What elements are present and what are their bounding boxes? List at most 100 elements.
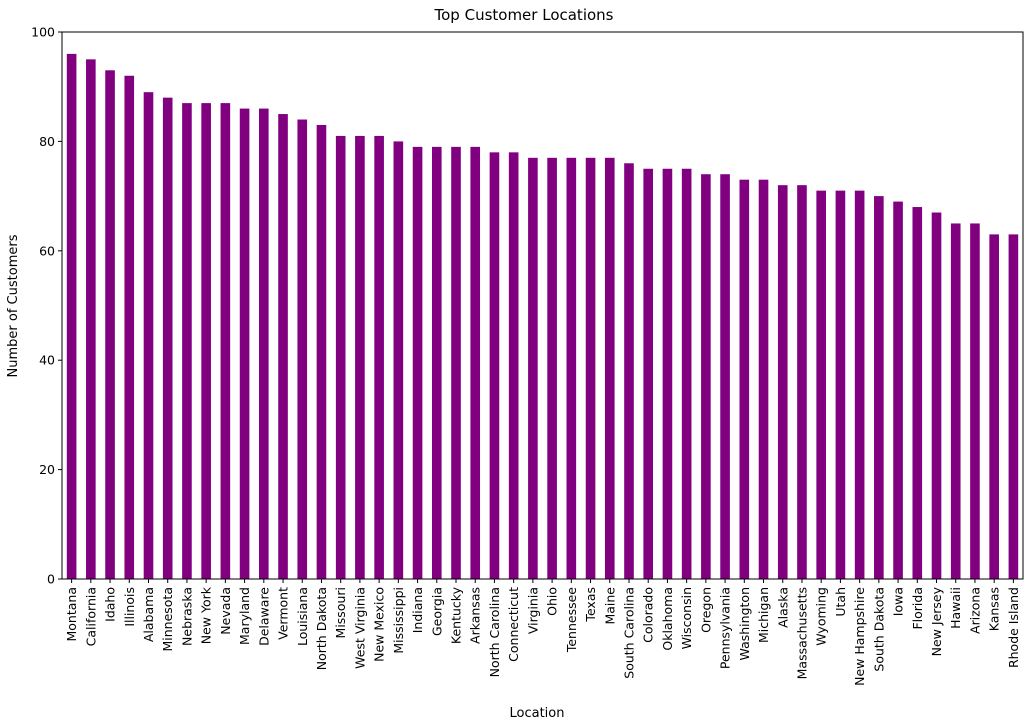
x-tick-label: Maryland: [237, 587, 252, 645]
bar-connecticut: [508, 152, 519, 579]
bar-vermont: [278, 114, 288, 580]
bar-nebraska: [182, 103, 192, 580]
x-tick-label: Ohio: [545, 587, 560, 616]
bar-mississippi: [393, 141, 404, 579]
bar-pennsylvania: [720, 174, 730, 579]
x-tick-label: Hawaii: [948, 587, 963, 629]
bar-idaho: [105, 70, 115, 579]
x-tick-label: North Dakota: [314, 587, 329, 670]
x-tick-label: Kentucky: [449, 586, 464, 644]
x-tick-label: South Dakota: [871, 587, 886, 672]
bar-tennessee: [566, 157, 577, 579]
x-tick-label: Indiana: [410, 587, 425, 633]
bar-iowa: [893, 201, 903, 579]
bar-maine: [604, 157, 615, 579]
x-tick-label: New Hampshire: [852, 587, 867, 686]
bar-florida: [912, 207, 923, 580]
y-tick-label: 100: [31, 25, 55, 40]
x-tick-label: Maine: [602, 587, 617, 625]
bar-hawaii: [950, 223, 961, 579]
bar-wyoming: [816, 190, 826, 579]
x-tick-label: New Jersey: [929, 586, 944, 656]
x-tick-label: Mississippi: [391, 587, 406, 654]
x-axis: Montana California Idaho Illinois Alabama Min…: [64, 579, 1021, 686]
y-axis-label: Number of Customers: [6, 234, 21, 377]
x-tick-label: Idaho: [103, 587, 118, 622]
bar-texas: [585, 157, 596, 579]
x-tick-label: Connecticut: [506, 587, 521, 662]
x-tick-label: Arkansas: [468, 587, 483, 644]
bar-kentucky: [451, 146, 461, 579]
x-tick-label: Georgia: [429, 587, 444, 636]
x-tick-label: New Mexico: [372, 587, 387, 662]
x-axis-label: Location: [510, 706, 565, 721]
bar-rhode-island: [1008, 234, 1019, 579]
x-tick-label: Louisiana: [295, 587, 310, 646]
plot-frame: [61, 31, 1024, 580]
x-tick-label: Alaska: [775, 587, 790, 628]
bar-missouri: [335, 135, 346, 579]
bar-wisconsin: [681, 168, 692, 579]
x-tick-label: Kansas: [987, 587, 1002, 631]
bar-oregon: [701, 174, 711, 579]
x-tick-label: Minnesota: [160, 587, 175, 652]
x-tick-label: Pennsylvania: [718, 587, 733, 669]
x-tick-label: Illinois: [122, 587, 137, 627]
bar-california: [86, 59, 96, 580]
y-tick-label: 80: [39, 134, 55, 149]
bar-nevada: [220, 103, 231, 580]
x-tick-label: Nevada: [218, 587, 233, 635]
bar-arkansas: [470, 146, 481, 579]
x-tick-label: Nebraska: [179, 587, 194, 646]
bar-alaska: [777, 185, 788, 579]
x-tick-label: South Carolina: [621, 587, 636, 679]
bar-colorado: [643, 168, 654, 579]
x-tick-label: Colorado: [641, 587, 656, 643]
bar-kansas: [989, 234, 999, 579]
bar-montana: [66, 53, 77, 579]
x-tick-label: Washington: [737, 587, 752, 660]
x-tick-label: Massachusetts: [794, 587, 809, 679]
bar-maryland: [239, 108, 250, 579]
x-tick-label: Montana: [64, 587, 79, 642]
x-tick-label: Arizona: [967, 587, 982, 634]
y-tick-label: 0: [47, 572, 55, 587]
bar-new-hampshire: [854, 190, 865, 579]
bar-louisiana: [297, 119, 308, 580]
bar-washington: [739, 179, 750, 579]
x-tick-label: California: [83, 587, 98, 646]
bar-alabama: [143, 92, 154, 580]
bar-south-dakota: [874, 196, 884, 579]
chart-title: Top Customer Locations: [434, 6, 614, 24]
x-tick-label: Oregon: [698, 587, 713, 633]
y-tick-label: 20: [39, 462, 55, 477]
y-tick-label: 60: [39, 243, 55, 258]
x-tick-label: Vermont: [276, 587, 291, 640]
y-tick-label: 40: [39, 353, 55, 368]
x-tick-label: Alabama: [141, 587, 156, 642]
x-tick-label: Michigan: [756, 587, 771, 643]
bar-georgia: [431, 146, 442, 579]
bar-michigan: [758, 179, 769, 579]
x-tick-label: Oklahoma: [660, 587, 675, 651]
x-tick-label: Texas: [583, 587, 598, 623]
x-tick-label: Delaware: [256, 587, 271, 646]
x-tick-label: Virginia: [525, 587, 540, 634]
x-tick-label: Iowa: [891, 587, 906, 616]
bar-ohio: [547, 157, 557, 579]
bar-north-carolina: [489, 152, 500, 579]
bar-oklahoma: [662, 168, 673, 579]
x-tick-label: Wyoming: [814, 587, 829, 646]
x-tick-label: Missouri: [333, 587, 348, 638]
x-tick-label: New York: [199, 586, 214, 644]
bar-massachusetts: [797, 185, 807, 579]
bar-new-jersey: [931, 212, 942, 579]
y-axis: 0 20 40 60 80 100: [31, 25, 62, 587]
bar-minnesota: [162, 97, 173, 579]
x-tick-label: Tennessee: [564, 587, 579, 653]
bar-arizona: [970, 223, 980, 579]
bar-north-dakota: [316, 124, 327, 580]
x-tick-label: Utah: [833, 587, 848, 617]
bar-indiana: [412, 146, 423, 579]
